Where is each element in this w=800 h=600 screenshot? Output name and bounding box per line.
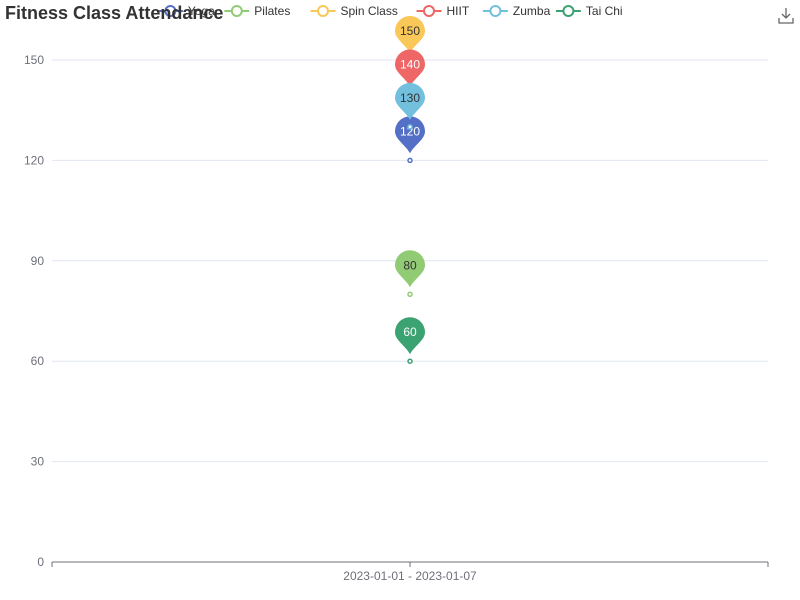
y-tick-label: 30	[31, 455, 45, 469]
legend-marker	[164, 5, 177, 17]
axes: 0 30 60 90 120 150 2023-01-01 - 2023-01-07	[24, 53, 769, 583]
legend-item-hiit[interactable]: HIIT	[416, 4, 470, 18]
legend-marker	[562, 5, 575, 17]
data-point[interactable]	[407, 358, 413, 364]
series-yoga: 120	[395, 116, 425, 164]
markpoint-label: 60	[403, 325, 417, 339]
markpoint-label: 130	[400, 91, 420, 105]
y-tick-label: 60	[31, 354, 45, 368]
markpoint-pin[interactable]	[395, 82, 425, 120]
legend-marker	[423, 5, 435, 17]
legend-item-spin-class[interactable]: Spin Class	[310, 4, 398, 18]
legend-label: Yoga	[188, 4, 215, 18]
markpoint-pin[interactable]	[395, 317, 425, 355]
series-zumba: 130	[395, 82, 425, 130]
series-pilates: 80	[395, 250, 425, 298]
legend-item-tai-chi[interactable]: Tai Chi	[555, 4, 623, 18]
legend-label: Pilates	[254, 4, 290, 18]
download-icon[interactable]	[776, 6, 796, 26]
legend: Yoga Pilates Spin Class HIIT Zumba Tai Chi	[157, 4, 623, 18]
legend-item-yoga[interactable]: Yoga	[157, 4, 215, 18]
markpoint-label: 80	[403, 258, 417, 272]
data-point[interactable]	[407, 291, 413, 298]
y-tick-label: 90	[31, 254, 45, 268]
series-tai-chi: 60	[395, 317, 425, 364]
markpoint-label: 120	[400, 124, 420, 138]
chart-title: Fitness Class Attendance	[5, 3, 223, 23]
legend-item-pilates[interactable]: Pilates	[224, 4, 290, 18]
markpoint-pin[interactable]	[395, 49, 425, 87]
markpoint-label: 140	[400, 57, 420, 71]
legend-marker	[317, 5, 329, 17]
data-point[interactable]	[407, 124, 413, 130]
legend-label: Spin Class	[341, 4, 398, 18]
legend-label: Tai Chi	[586, 4, 623, 18]
markpoint-label: 150	[400, 24, 420, 38]
legend-item-zumba[interactable]: Zumba	[482, 4, 551, 18]
y-tick-label: 0	[37, 555, 44, 569]
y-tick-label: 150	[24, 53, 44, 67]
x-tick-label: 2023-01-01 - 2023-01-07	[343, 569, 477, 583]
y-tick-label: 120	[24, 153, 44, 167]
legend-marker	[489, 5, 502, 17]
legend-marker	[230, 5, 243, 17]
markpoint-pin[interactable]	[395, 16, 425, 53]
legend-label: HIIT	[447, 4, 470, 18]
series: 120 80 150 140 130 60	[395, 16, 425, 364]
data-point[interactable]	[407, 157, 413, 164]
markpoint-pin[interactable]	[395, 250, 425, 288]
markpoint-pin[interactable]	[395, 116, 425, 154]
legend-label: Zumba	[513, 4, 551, 18]
